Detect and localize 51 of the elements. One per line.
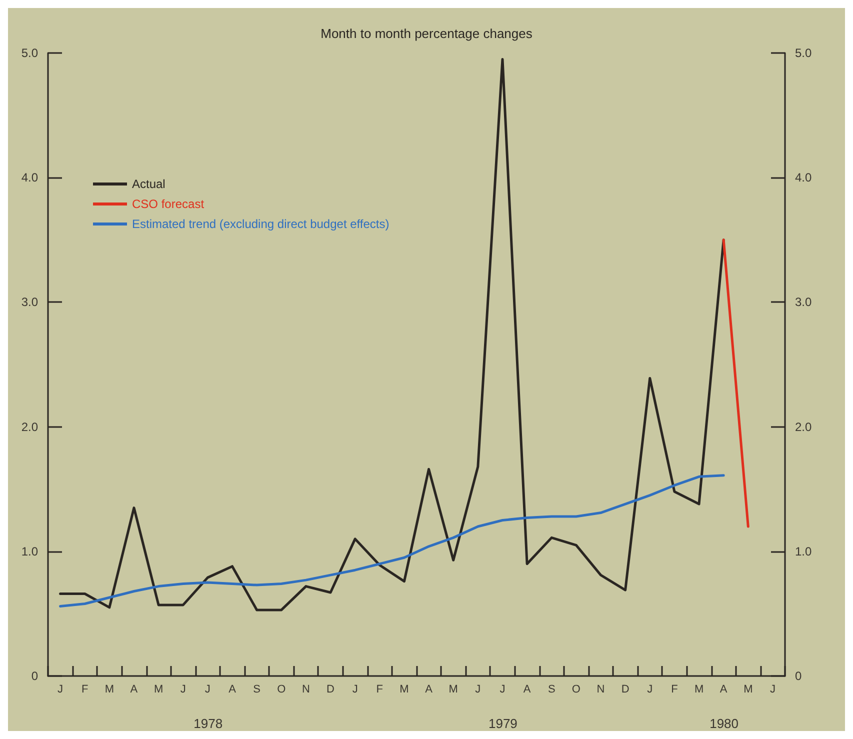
y-tick-label: 0 xyxy=(31,669,38,683)
x-tick-label: J xyxy=(647,684,653,696)
y2-tick-label: 2.0 xyxy=(795,420,812,434)
y-tick-label: 3.0 xyxy=(21,295,38,310)
x-tick-label: F xyxy=(81,684,88,696)
x-tick-label: M xyxy=(154,684,164,696)
x-tick-label: A xyxy=(720,684,728,696)
x-tick-label: J xyxy=(500,684,506,696)
x-tick-label: J xyxy=(204,684,210,696)
x-tick-label: M xyxy=(694,684,704,696)
y-tick-label: 1.0 xyxy=(21,544,38,558)
y-tick-label: 4.0 xyxy=(21,170,38,185)
x-tick-label: J xyxy=(770,684,776,696)
x-tick-label: F xyxy=(376,684,384,696)
y-tick-label: 2.0 xyxy=(21,420,38,434)
x-tick-label: M xyxy=(448,684,458,696)
y2-tick-label: 0 xyxy=(795,669,802,683)
x-tick-label: F xyxy=(671,684,678,696)
x-tick-label: O xyxy=(572,684,581,696)
legend-label: CSO forecast xyxy=(132,197,205,211)
x-tick-label: A xyxy=(425,684,434,696)
x-tick-label: S xyxy=(548,684,556,696)
y-tick-label: 5.0 xyxy=(21,46,38,60)
x-tick-label: S xyxy=(253,684,260,696)
x-tick-label: N xyxy=(302,684,310,696)
x-tick-label: J xyxy=(352,684,358,696)
text: 1980 xyxy=(710,716,739,731)
x-tick-label: N xyxy=(596,684,605,696)
x-tick-label: A xyxy=(523,684,532,696)
x-tick-label: J xyxy=(475,684,481,696)
y2-tick-label: 4.0 xyxy=(795,170,812,185)
y2-tick-label: 5.0 xyxy=(795,46,812,60)
x-tick-label: A xyxy=(228,684,237,696)
x-tick-label: A xyxy=(130,684,138,696)
legend-label: Estimated trend (excluding direct budget effects) xyxy=(132,217,390,231)
x-tick-label: M xyxy=(744,684,753,696)
text: 1979 xyxy=(488,716,518,731)
x-tick-label: J xyxy=(58,684,64,696)
x-tick-label: O xyxy=(277,684,286,696)
legend-label: Actual xyxy=(132,177,166,191)
x-tick-label: M xyxy=(104,684,114,696)
x-tick-label: M xyxy=(400,684,409,696)
y2-tick-label: 1.0 xyxy=(795,544,812,558)
x-tick-label: D xyxy=(621,684,630,696)
y2-tick-label: 3.0 xyxy=(795,295,812,310)
line-series xyxy=(59,58,725,612)
chart-title: Month to month percentage changes xyxy=(320,26,533,41)
text: 1978 xyxy=(194,716,223,731)
line-series xyxy=(59,474,725,608)
x-tick-label: D xyxy=(326,684,335,696)
x-tick-label: J xyxy=(180,684,186,696)
